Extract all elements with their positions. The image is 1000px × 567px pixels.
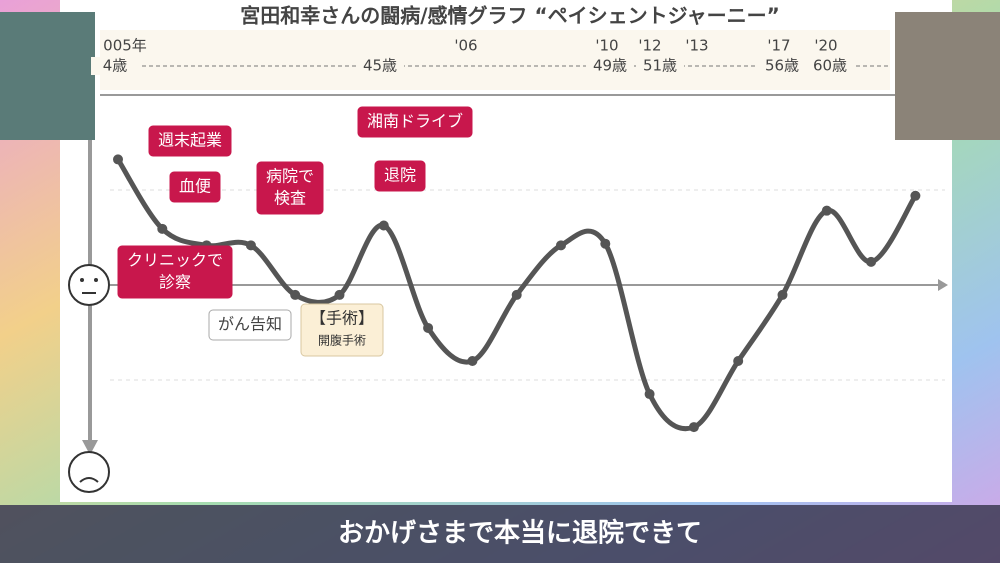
callout-box (169, 171, 221, 203)
sad-face (68, 451, 110, 493)
timeline-label: 45歳 (363, 57, 397, 75)
callout-box (117, 245, 233, 299)
eye (80, 278, 84, 282)
neutral-face (68, 264, 110, 306)
callout-box (357, 106, 473, 138)
chart-title: 宮田和幸さんの闘病/感情グラフ “ペイシェントジャーニー” (240, 4, 780, 28)
callout-text: 開腹手術 (318, 334, 366, 348)
callout-text: 退院 (384, 166, 416, 185)
plot: 005年 4歳 45歳 '06 '10 49歳 '12 51歳 '13 '17 56歳 '20 60歳週… (91, 37, 921, 433)
timeline-label: 56歳 (765, 57, 799, 75)
callout-box (374, 160, 426, 192)
subtitle: おかげさまで本当に退院できて (338, 518, 702, 549)
subtitle-band (0, 505, 1000, 563)
callout-text: 湘南ドライブ (367, 112, 463, 131)
point (777, 289, 788, 300)
timeline-label: '10 (595, 37, 618, 55)
callout-text: 週末起業 (158, 131, 222, 150)
timeline-bg (806, 57, 854, 75)
timeline-label: 60歳 (813, 57, 847, 75)
point (600, 238, 611, 249)
point (245, 240, 256, 251)
timeline-bg (91, 57, 139, 75)
callout-text: 血便 (179, 177, 211, 196)
callout-box (256, 161, 324, 215)
timeline-label: 49歳 (593, 57, 627, 75)
point (733, 356, 744, 366)
callout-box (148, 125, 232, 157)
timeline-label: '13 (685, 37, 708, 55)
timeline-bg (636, 57, 684, 75)
point (688, 422, 699, 433)
point (423, 322, 434, 333)
point (511, 289, 522, 300)
timeline-label: '17 (767, 37, 790, 55)
callout-text: 診察 (159, 273, 191, 292)
point (821, 205, 832, 216)
timeline-label: 51歳 (643, 57, 677, 75)
callout-box (300, 303, 384, 357)
timeline-label: '06 (454, 37, 477, 55)
mouth (79, 477, 99, 483)
timeline-label: 005年 (103, 37, 147, 55)
timeline-label: 4歳 (103, 57, 128, 75)
timeline-label: '20 (814, 37, 837, 55)
callout-text: クリニックで (127, 251, 223, 270)
webcam-right (895, 12, 1000, 140)
point (866, 256, 877, 267)
point (910, 190, 921, 201)
point (290, 289, 301, 300)
eye (94, 278, 98, 282)
webcam-left (0, 12, 95, 140)
series-line (115, 158, 918, 432)
timeline-bg (586, 57, 634, 75)
point (378, 220, 389, 231)
timeline-bg (758, 57, 806, 75)
y-arrow (82, 440, 98, 455)
callout-box (208, 309, 292, 341)
callout-text: 検査 (274, 189, 306, 208)
callout-text: 病院で (266, 167, 314, 186)
x-arrow (938, 279, 948, 291)
callout-text: がん告知 (218, 315, 282, 334)
point (556, 240, 566, 251)
point (467, 356, 478, 366)
timeline-label: '12 (638, 37, 661, 55)
point (644, 389, 655, 400)
point (334, 289, 345, 300)
point (113, 154, 123, 165)
callout-text: 【手術】 (310, 309, 374, 328)
timeline-bg (356, 57, 404, 75)
point (157, 223, 168, 234)
